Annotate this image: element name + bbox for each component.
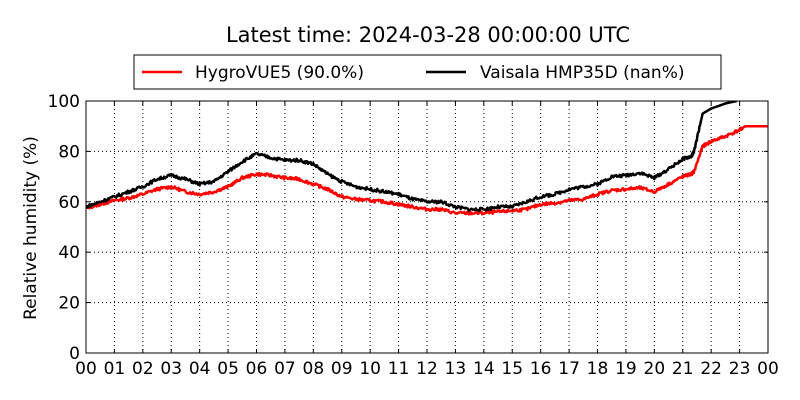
y-tick-label: 0 bbox=[69, 344, 80, 364]
y-tick-label: 40 bbox=[58, 243, 80, 263]
x-tick-label: 00 bbox=[75, 359, 97, 379]
chart-title: Latest time: 2024-03-28 00:00:00 UTC bbox=[226, 23, 630, 47]
x-tick-label: 02 bbox=[132, 359, 154, 379]
legend-label-vaisala: Vaisala HMP35D (nan%) bbox=[480, 63, 684, 83]
x-tick-label: 12 bbox=[416, 359, 438, 379]
x-tick-label: 06 bbox=[246, 359, 268, 379]
x-tick-label: 22 bbox=[700, 359, 722, 379]
series-line-1 bbox=[86, 101, 738, 212]
x-tick-label: 18 bbox=[587, 359, 609, 379]
x-tick-label: 16 bbox=[530, 359, 552, 379]
x-tick-label: 09 bbox=[331, 359, 353, 379]
legend-label-hygrovue5: HygroVUE5 (90.0%) bbox=[195, 63, 364, 83]
x-tick-label: 13 bbox=[445, 359, 467, 379]
series-line-0 bbox=[86, 124, 768, 216]
x-tick-label: 11 bbox=[388, 359, 410, 379]
x-tick-label: 17 bbox=[558, 359, 580, 379]
x-tick-label: 20 bbox=[644, 359, 666, 379]
x-tick-label: 10 bbox=[359, 359, 381, 379]
y-tick-label: 100 bbox=[48, 92, 80, 112]
x-tick-label: 04 bbox=[189, 359, 211, 379]
x-tick-label: 01 bbox=[104, 359, 126, 379]
y-tick-label: 80 bbox=[58, 142, 80, 162]
y-tick-label: 60 bbox=[58, 193, 80, 213]
x-tick-label: 15 bbox=[501, 359, 523, 379]
plot-frame bbox=[85, 100, 769, 354]
y-axis-label: Relative humidity (%) bbox=[21, 136, 41, 320]
y-tick-label: 20 bbox=[58, 294, 80, 314]
legend: HygroVUE5 (90.0%) Vaisala HMP35D (nan%) bbox=[133, 54, 722, 90]
x-tick-label: 03 bbox=[160, 359, 182, 379]
x-tick-label: 23 bbox=[729, 359, 751, 379]
x-tick-label: 00 bbox=[757, 359, 779, 379]
x-tick-label: 19 bbox=[615, 359, 637, 379]
x-tick-label: 05 bbox=[217, 359, 239, 379]
x-tick-label: 14 bbox=[473, 359, 495, 379]
x-tick-label: 07 bbox=[274, 359, 296, 379]
x-tick-label: 21 bbox=[672, 359, 694, 379]
x-tick-label: 08 bbox=[303, 359, 325, 379]
